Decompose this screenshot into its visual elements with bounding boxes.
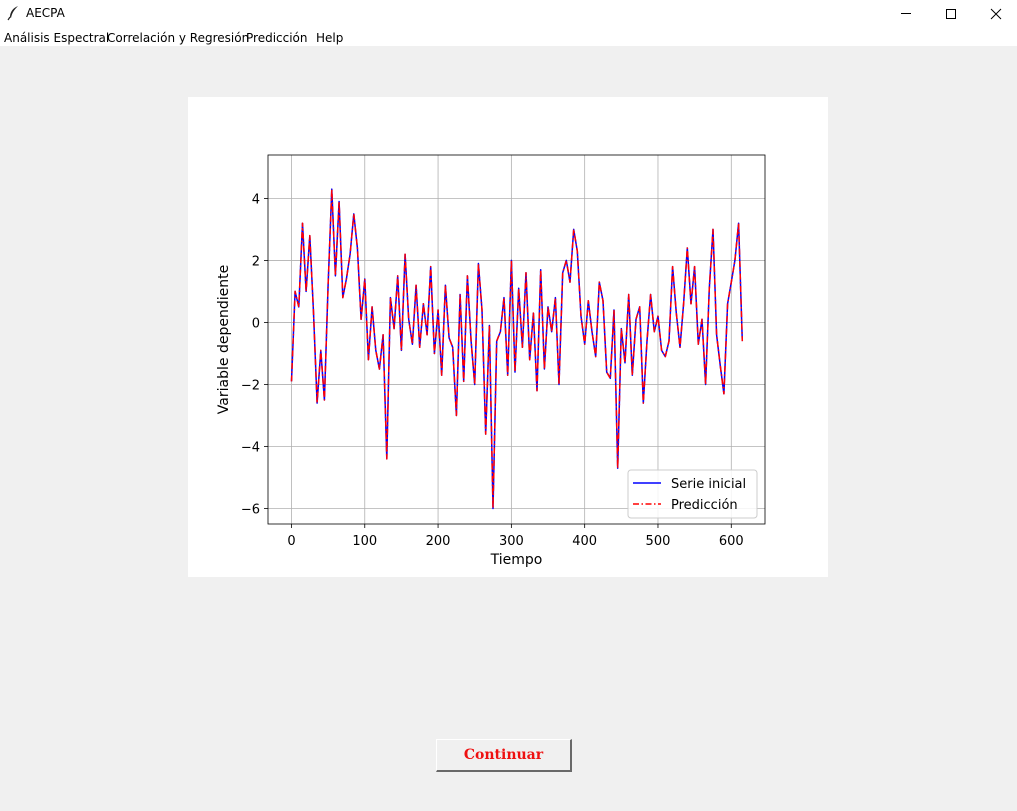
y-tick-label: 2	[252, 254, 260, 269]
x-tick-label: 0	[287, 534, 295, 549]
title-bar: AECPA	[0, 0, 1017, 28]
legend-box	[627, 469, 758, 519]
y-tick-label: −4	[241, 440, 260, 455]
x-axis-label: Tiempo	[490, 552, 543, 568]
minimize-icon	[901, 13, 911, 14]
series-line-serie-inicial	[290, 188, 744, 510]
y-tick-label: 0	[252, 316, 260, 331]
maximize-icon	[946, 9, 956, 19]
close-icon	[990, 8, 1002, 20]
continue-button[interactable]: Continuar	[436, 739, 572, 772]
y-tick-label: −2	[241, 378, 260, 393]
x-tick-label: 400	[572, 534, 597, 549]
menu-item-correlacion-regresion[interactable]: Correlación y Regresión	[107, 31, 250, 45]
line-chart: 0 100 200 300 400 500 600 −6 −4 −2 0 2 4 Tiempo Variab…	[216, 154, 766, 568]
x-tick-label: 500	[646, 534, 671, 549]
x-tick-label: 300	[499, 534, 524, 549]
y-tick-label: 4	[252, 192, 260, 207]
menu-item-help[interactable]: Help	[316, 31, 344, 45]
x-tick-label: 600	[719, 534, 744, 549]
legend-label-prediccion: Predicción	[671, 498, 738, 513]
x-tick-label: 100	[352, 534, 377, 549]
y-tick-label: −6	[241, 502, 260, 517]
menu-item-prediccion[interactable]: Predicción	[246, 31, 308, 45]
menu-item-analisis-espectral[interactable]: Análisis Espectral	[4, 31, 110, 45]
plot-area-frame	[267, 154, 766, 525]
series-line-prediccion	[290, 188, 744, 510]
plot-figure: 0 100 200 300 400 500 600 −6 −4 −2 0 2 4 Tiempo Variab…	[188, 97, 828, 577]
minimize-button[interactable]	[883, 0, 929, 28]
x-tick-label: 200	[426, 534, 451, 549]
close-button[interactable]	[973, 0, 1017, 28]
feather-icon	[7, 6, 18, 21]
y-axis-label: Variable dependiente	[216, 265, 232, 414]
legend-label-serie-inicial: Serie inicial	[671, 477, 746, 492]
window-title: AECPA	[26, 6, 65, 20]
maximize-button[interactable]	[928, 0, 974, 28]
menu-bar: Análisis Espectral Correlación y Regresi…	[0, 28, 1017, 46]
